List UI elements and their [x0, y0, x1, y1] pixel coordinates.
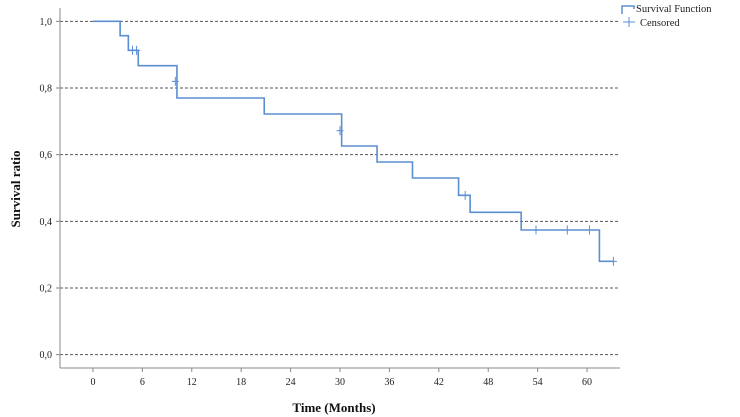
censored-marker — [532, 225, 540, 235]
series — [92, 20, 614, 263]
censored-marker — [336, 126, 344, 136]
legend-survival-label: Survival Function — [636, 4, 712, 15]
x-tick-label: 60 — [582, 377, 592, 388]
x-tick-label: 42 — [434, 377, 444, 388]
x-tick-label: 6 — [140, 377, 145, 388]
grid-lines — [60, 20, 620, 356]
y-tick-label: 0,6 — [40, 150, 53, 161]
x-tick-label: 54 — [533, 377, 543, 388]
legend: Survival Function Censored — [621, 4, 712, 29]
y-axis-label: Survival ratio — [8, 151, 23, 228]
x-tick-label: 48 — [483, 377, 493, 388]
x-ticks: 0 6 12 18 24 30 36 42 48 54 60 — [90, 368, 592, 388]
censored-marker — [133, 45, 141, 55]
x-tick-label: 12 — [187, 377, 197, 388]
legend-survival-swatch — [621, 5, 635, 14]
axes — [59, 8, 620, 369]
censored-marker — [586, 225, 594, 235]
legend-censored-swatch — [623, 17, 635, 27]
x-tick-label: 18 — [236, 377, 246, 388]
x-tick-label: 36 — [384, 377, 394, 388]
y-tick-label: 0,8 — [40, 84, 53, 95]
legend-censored-label: Censored — [640, 18, 680, 29]
x-tick-label: 24 — [286, 377, 296, 388]
x-axis-label: Time (Months) — [292, 400, 375, 415]
censored-marker — [609, 256, 617, 266]
y-tick-label: 0,0 — [40, 350, 53, 361]
y-tick-label: 0,4 — [40, 217, 53, 228]
censored-marker — [563, 225, 571, 235]
x-tick-label: 0 — [90, 377, 95, 388]
y-ticks: 0,0 0,2 0,4 0,6 0,8 1,0 — [40, 17, 60, 361]
y-tick-label: 1,0 — [40, 17, 53, 28]
survival-function-line — [92, 20, 614, 263]
censored-marker — [461, 190, 469, 200]
x-tick-label: 30 — [335, 377, 345, 388]
censored-marker — [171, 76, 179, 86]
censored-markers — [128, 45, 617, 266]
y-tick-label: 0,2 — [40, 284, 53, 295]
